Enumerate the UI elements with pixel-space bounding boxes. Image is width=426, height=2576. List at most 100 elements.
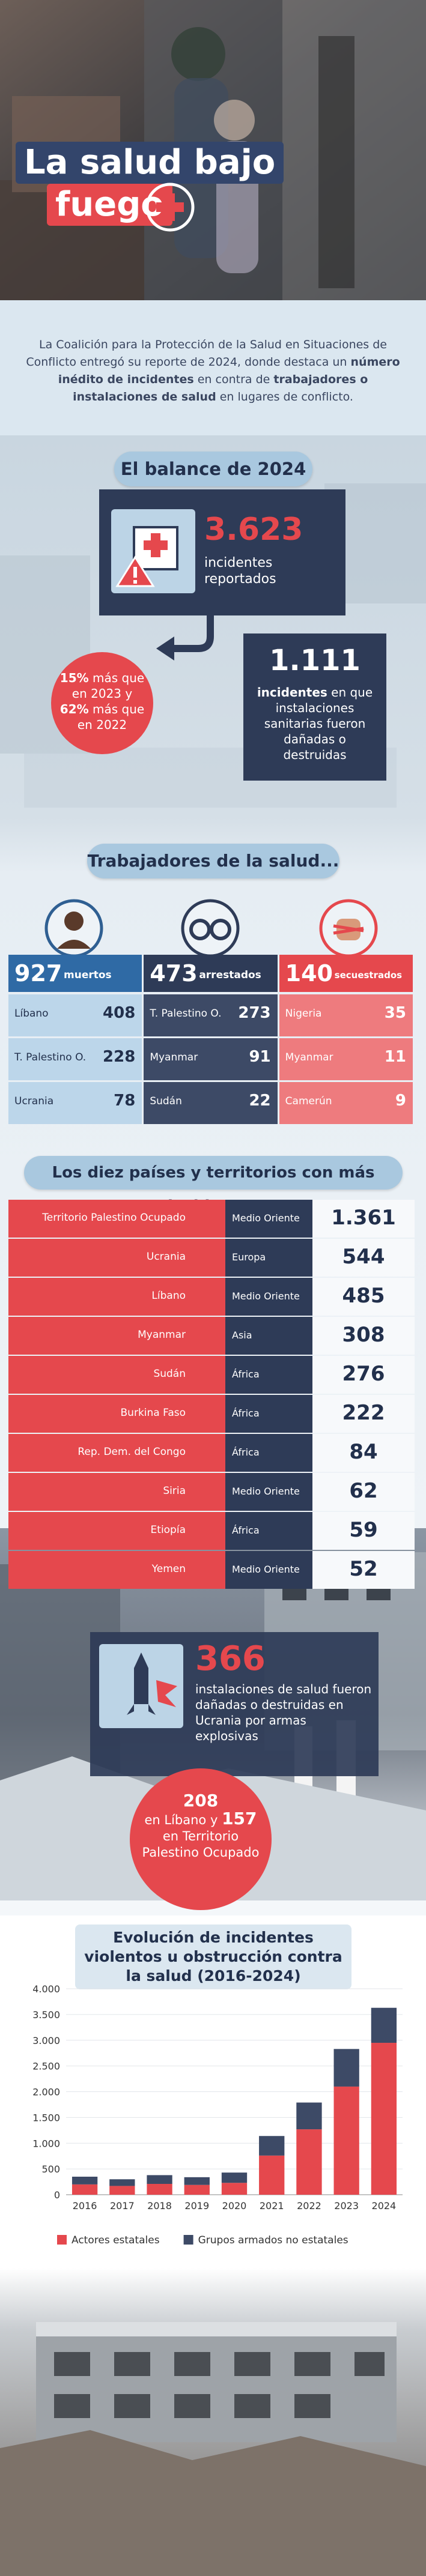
- workers-row: [279, 1038, 413, 1080]
- bar-segment: [333, 2049, 359, 2087]
- country-name: Sudán: [153, 1368, 186, 1380]
- worker-icons: [44, 899, 378, 958]
- country-name: Burkina Faso: [120, 1407, 186, 1419]
- lebanon-circle: [130, 1768, 272, 1910]
- bar-segment: [147, 2175, 172, 2184]
- bar-segment: [371, 2007, 397, 2043]
- workers-value: 408: [103, 1004, 136, 1022]
- bar-segment: [109, 2179, 135, 2186]
- value-cell: [312, 1278, 415, 1316]
- chart-title: Evolución de incidentes violentos u obst…: [75, 1924, 351, 1989]
- facilities-number: 1.111: [269, 644, 361, 677]
- country-name: Líbano: [151, 1290, 186, 1302]
- lebanon-part: en Territorio Palestino Ocupado: [142, 1829, 260, 1860]
- lebanon-part: en Líbano y: [144, 1813, 222, 1827]
- y-tick-label: 0: [54, 2189, 60, 2201]
- region-cell: [225, 1356, 312, 1394]
- incidents-text: incidentes reportados: [204, 555, 276, 587]
- facilities-text: incidentes en que instalaciones sanitari…: [252, 685, 377, 763]
- workers-row: [279, 994, 413, 1036]
- region-name: Medio Oriente: [232, 1290, 300, 1302]
- bar-segment: [371, 2043, 397, 2195]
- region-cell: [225, 1473, 312, 1511]
- region-cell: [225, 1278, 312, 1316]
- incident-count: 276: [342, 1362, 385, 1386]
- workers-country: T. Palestino O.: [14, 1051, 87, 1063]
- bar-segment: [259, 2136, 285, 2156]
- section-pill: Trabajadores de la salud...: [87, 844, 339, 878]
- value-cell: [312, 1551, 415, 1589]
- region-name: África: [232, 1447, 260, 1458]
- facilities-box: [243, 633, 386, 781]
- region-name: Medio Oriente: [232, 1486, 300, 1497]
- incident-count: 62: [349, 1479, 378, 1503]
- comparison-stat: 62%: [59, 702, 89, 716]
- country-cell: [8, 1473, 225, 1511]
- incident-count: 222: [342, 1401, 385, 1425]
- value-cell: [312, 1317, 415, 1355]
- region-cell: [225, 1239, 312, 1277]
- bar-segment: [72, 2176, 98, 2184]
- workers-country: Camerún: [285, 1095, 332, 1107]
- intro-text: La Coalición para la Protección de la Sa…: [14, 336, 412, 406]
- workers-value: 35: [384, 1004, 406, 1022]
- country-cell: [8, 1395, 225, 1433]
- country-cell: [8, 1551, 225, 1589]
- region-name: Europa: [232, 1251, 266, 1263]
- country-name: Myanmar: [138, 1329, 186, 1341]
- country-cell: [8, 1512, 225, 1550]
- value-cell: [312, 1434, 415, 1472]
- workers-header: [144, 955, 278, 992]
- incident-count: 52: [349, 1557, 378, 1581]
- intro-bold: número inédito de incidentes: [58, 355, 400, 386]
- y-tick-label: 2.500: [32, 2061, 60, 2072]
- country-name: Etiopía: [150, 1524, 186, 1536]
- workers-country: Líbano: [14, 1008, 49, 1020]
- comparison-part: más que en 2023 y: [72, 671, 145, 701]
- bar-segment: [147, 2183, 172, 2195]
- country-cell: [8, 1239, 225, 1277]
- workers-count: 927: [14, 960, 62, 987]
- region-name: África: [232, 1368, 260, 1380]
- x-tick-label: 2024: [372, 2200, 397, 2212]
- country-name: Siria: [163, 1485, 186, 1497]
- x-tick-label: 2020: [222, 2200, 247, 2212]
- region-cell: [225, 1200, 312, 1238]
- bar-segment: [296, 2129, 322, 2195]
- workers-label: arrestados: [199, 969, 261, 981]
- legend-swatch: [57, 2235, 67, 2245]
- intro-band: [0, 321, 426, 441]
- y-tick-label: 2.000: [32, 2087, 60, 2098]
- intro-text-part: La Coalición para la Protección de la Sa…: [26, 338, 387, 369]
- facilities-part: en que instalaciones sanitarias fueron d…: [264, 685, 373, 762]
- bar-segment: [333, 2086, 359, 2195]
- incidents-number: 3.623: [204, 512, 303, 548]
- bar-segment: [221, 2172, 248, 2183]
- incident-count: 59: [349, 1518, 378, 1542]
- value-cell: [312, 1356, 415, 1394]
- facilities-bold: incidentes: [257, 685, 327, 700]
- ukraine-number: 366: [195, 1639, 266, 1678]
- workers-header: [279, 955, 413, 992]
- workers-label: secuestrados: [334, 970, 403, 981]
- lebanon-stat: 157: [222, 1809, 257, 1828]
- workers-country: Myanmar: [150, 1051, 198, 1063]
- workers-row: [144, 1038, 278, 1080]
- y-tick-label: 1.500: [32, 2112, 60, 2123]
- workers-country: T. Palestino O.: [150, 1008, 222, 1020]
- workers-country: Nigeria: [285, 1008, 322, 1020]
- value-cell: [312, 1512, 415, 1550]
- legend-label: Grupos armados no estatales: [198, 2234, 348, 2246]
- workers-row: [8, 994, 142, 1036]
- incident-count: 84: [349, 1440, 378, 1464]
- medical-shield-icon: [145, 183, 195, 232]
- bar-segment: [184, 2177, 210, 2185]
- y-tick-label: 4.000: [32, 1983, 60, 1995]
- bar-segment: [72, 2184, 98, 2195]
- region-name: África: [232, 1407, 260, 1419]
- comparison-circle: [51, 652, 153, 754]
- lebanon-text: 208 en Líbano y 157 en Territorio Palest…: [142, 1792, 260, 1861]
- workers-count: 140: [285, 960, 333, 987]
- country-name: Rep. Dem. del Congo: [78, 1446, 186, 1458]
